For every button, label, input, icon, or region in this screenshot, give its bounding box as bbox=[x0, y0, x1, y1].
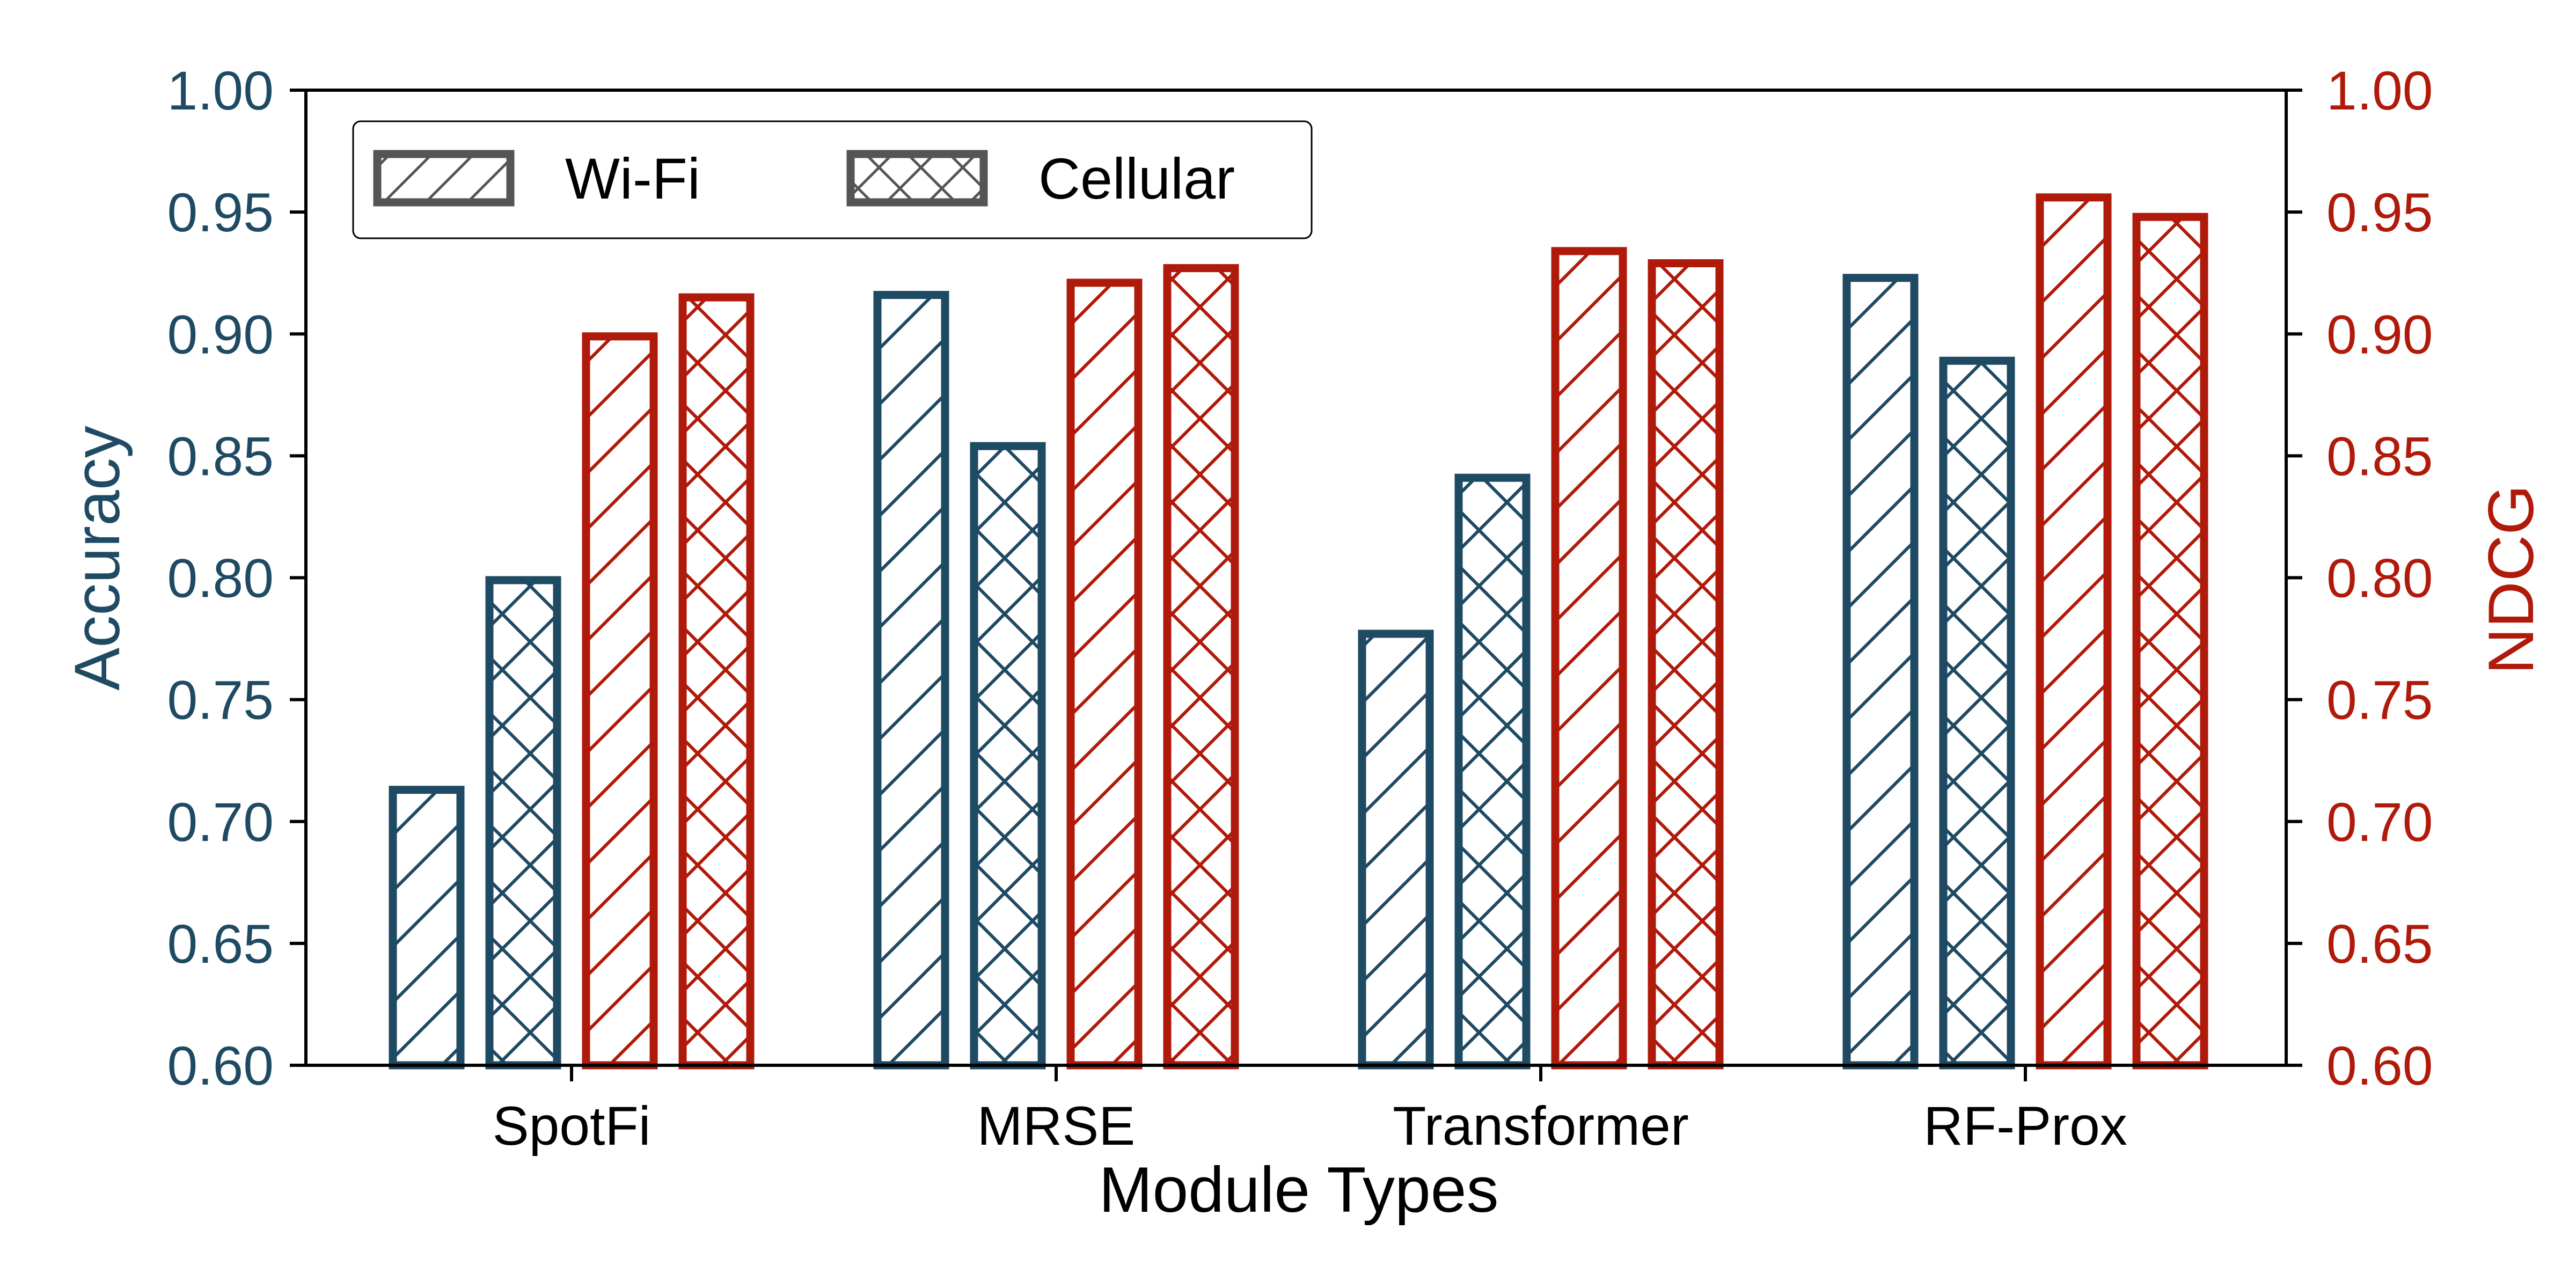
bar-ndcg-wifi-rfprox bbox=[2036, 193, 2112, 1070]
x-tick-label-rfprox: RF-Prox bbox=[1923, 1095, 2127, 1157]
y-tick-label-left: 0.85 bbox=[167, 426, 274, 487]
y-tick-label-left: 0.75 bbox=[167, 670, 274, 731]
bar-ndcg-cellular-rfprox bbox=[2132, 213, 2208, 1070]
y-tick-label-right: 0.95 bbox=[2326, 182, 2433, 243]
y-tick-label-left: 0.60 bbox=[167, 1035, 274, 1096]
y-tick-label-right: 1.00 bbox=[2326, 60, 2433, 121]
y-tick-label-left: 1.00 bbox=[167, 60, 274, 121]
y-tick-label-left: 0.80 bbox=[167, 548, 274, 609]
y-tick-label-left: 0.95 bbox=[167, 182, 274, 243]
bar-accuracy-cellular-transformer bbox=[1454, 473, 1531, 1070]
bar-accuracy-cellular-rfprox bbox=[1939, 356, 2015, 1070]
x-tick-label-transformer: Transformer bbox=[1393, 1095, 1689, 1157]
bar-ndcg-cellular-spotfi bbox=[678, 293, 755, 1070]
x-tick-label-mrse: MRSE bbox=[977, 1095, 1136, 1157]
bar-accuracy-wifi-spotfi bbox=[389, 786, 465, 1070]
x-axis-title: Module Types bbox=[1099, 1154, 1499, 1226]
y-axis-title-right: NDCG bbox=[2475, 485, 2547, 674]
y-tick-label-right: 0.90 bbox=[2326, 304, 2433, 365]
legend-swatch-wifi bbox=[373, 150, 515, 207]
bar-ndcg-wifi-mrse bbox=[1066, 279, 1143, 1070]
x-tick-label-spotfi: SpotFi bbox=[493, 1095, 651, 1157]
legend-label-wifi: Wi-Fi bbox=[565, 146, 700, 211]
y-tick-label-right: 0.85 bbox=[2326, 426, 2433, 487]
y-tick-label-right: 0.70 bbox=[2326, 792, 2433, 853]
y-tick-label-left: 0.70 bbox=[167, 792, 274, 853]
bar-ndcg-cellular-transformer bbox=[1648, 259, 1724, 1070]
legend-swatch-cellular bbox=[846, 150, 988, 207]
y-axis-title-left: Accuracy bbox=[61, 426, 133, 690]
bar-accuracy-cellular-mrse bbox=[970, 442, 1046, 1070]
bars-group bbox=[389, 193, 2208, 1070]
bar-ndcg-cellular-mrse bbox=[1163, 264, 1239, 1070]
ticks-group: 0.60 0.65 0.70 0.75 0.80 0.85 0.90 0.95 1.00 0.60… bbox=[167, 60, 2433, 1157]
y-tick-label-right: 0.60 bbox=[2326, 1035, 2433, 1096]
bar-ndcg-wifi-spotfi bbox=[582, 332, 658, 1070]
bar-accuracy-cellular-spotfi bbox=[485, 576, 561, 1070]
legend-frame bbox=[352, 120, 1313, 239]
bar-ndcg-wifi-transformer bbox=[1551, 247, 1627, 1070]
bar-accuracy-wifi-transformer bbox=[1358, 630, 1434, 1070]
legend: Wi-Fi Cellular bbox=[352, 120, 1313, 239]
y-tick-label-left: 0.90 bbox=[167, 304, 274, 365]
y-tick-label-left: 0.65 bbox=[167, 913, 274, 975]
y-tick-label-right: 0.75 bbox=[2326, 670, 2433, 731]
legend-label-cellular: Cellular bbox=[1038, 146, 1235, 211]
bar-accuracy-wifi-rfprox bbox=[1842, 274, 1919, 1070]
y-tick-label-right: 0.65 bbox=[2326, 913, 2433, 975]
bar-accuracy-wifi-mrse bbox=[873, 291, 949, 1070]
y-tick-label-right: 0.80 bbox=[2326, 548, 2433, 609]
